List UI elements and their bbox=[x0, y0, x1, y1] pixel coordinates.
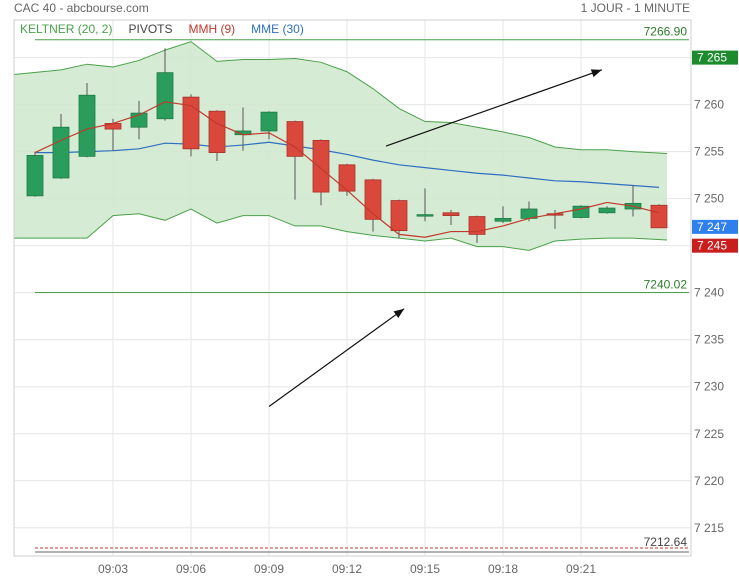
y-tick-label: 7 215 bbox=[694, 521, 724, 535]
mmh-polyline bbox=[34, 101, 660, 238]
candle bbox=[598, 206, 616, 214]
arrow-shaft bbox=[385, 69, 602, 147]
mme-line bbox=[35, 141, 660, 188]
price-tag-label: 7 247 bbox=[697, 220, 727, 234]
pivot-lines: 7266.90 7240.02 7212.64 bbox=[35, 25, 689, 553]
candle bbox=[416, 188, 434, 222]
price-tag: 7 245 bbox=[692, 238, 738, 253]
candle-body bbox=[494, 218, 512, 222]
arrow-shaft bbox=[268, 308, 405, 407]
candle bbox=[312, 139, 330, 206]
x-tick-label: 09:03 bbox=[98, 562, 128, 576]
pivot-label: 7266.90 bbox=[644, 25, 688, 39]
x-tick-label: 09:06 bbox=[176, 562, 206, 576]
candles bbox=[26, 48, 668, 243]
candle bbox=[182, 94, 200, 157]
y-tick-label: 7 235 bbox=[694, 333, 724, 347]
candle-body bbox=[208, 110, 226, 153]
candle-body bbox=[598, 207, 616, 214]
legend-item[interactable]: PIVOTS bbox=[128, 22, 172, 36]
legend[interactable]: KELTNER (20, 2) PIVOTS MMH (9) MME (30) bbox=[20, 22, 304, 36]
candle bbox=[650, 204, 668, 229]
price-tag-bg bbox=[692, 50, 738, 65]
pivot-label: 7212.64 bbox=[644, 535, 688, 549]
legend-item[interactable]: MMH (9) bbox=[189, 22, 236, 36]
candle bbox=[208, 110, 226, 162]
x-tick-label: 09:12 bbox=[332, 562, 362, 576]
y-tick-label: 7 250 bbox=[694, 192, 724, 206]
arrow-head bbox=[590, 69, 602, 78]
candle bbox=[572, 205, 590, 219]
y-tick-label: 7 225 bbox=[694, 427, 724, 441]
candle-body bbox=[182, 96, 200, 150]
x-tick-label: 09:18 bbox=[488, 562, 518, 576]
arrow-head bbox=[393, 308, 405, 318]
plot-frame bbox=[13, 19, 692, 557]
candle-body bbox=[338, 164, 356, 192]
keltner-lower-line bbox=[14, 208, 668, 251]
candle-body bbox=[26, 155, 44, 197]
candle bbox=[26, 151, 44, 197]
arrow bbox=[385, 69, 602, 147]
y-tick-label: 7 260 bbox=[694, 98, 724, 112]
legend-item[interactable]: KELTNER (20, 2) bbox=[20, 22, 112, 36]
candle bbox=[468, 215, 486, 243]
y-tick-label: 7 255 bbox=[694, 145, 724, 159]
price-tag-bg bbox=[692, 219, 738, 234]
price-tag-label: 7 265 bbox=[697, 51, 727, 65]
annotation-arrows bbox=[268, 69, 602, 407]
candle-body bbox=[78, 94, 96, 157]
mme-polyline bbox=[35, 141, 660, 188]
chart-title: CAC 40 - abcbourse.com bbox=[14, 1, 149, 15]
x-tick-label: 09:21 bbox=[566, 562, 596, 576]
price-tag: 7 247 bbox=[692, 219, 738, 234]
candle bbox=[494, 206, 512, 224]
keltner-fill bbox=[14, 41, 667, 251]
timeframe-label[interactable]: 1 JOUR - 1 MINUTE bbox=[580, 1, 690, 15]
legend-item[interactable]: MME (30) bbox=[251, 22, 304, 36]
y-tick-label: 7 230 bbox=[694, 380, 724, 394]
candle bbox=[52, 114, 70, 179]
candle-body bbox=[312, 139, 330, 193]
candle bbox=[78, 83, 96, 158]
price-tag: 7 265 bbox=[692, 50, 738, 65]
x-tick-label: 09:15 bbox=[410, 562, 440, 576]
candle-body bbox=[260, 111, 278, 132]
candle-body bbox=[572, 205, 590, 218]
candle-body bbox=[468, 216, 486, 235]
keltner-upper-line bbox=[13, 41, 668, 155]
candle bbox=[390, 199, 408, 239]
y-tick-label: 7 240 bbox=[694, 286, 724, 300]
candle-body bbox=[286, 121, 304, 157]
candle-body bbox=[156, 72, 174, 120]
price-tag-bg bbox=[692, 238, 738, 253]
candle-body bbox=[650, 204, 668, 229]
candle bbox=[338, 163, 356, 196]
candle-body bbox=[442, 212, 460, 216]
arrow bbox=[268, 308, 405, 407]
candle-body bbox=[52, 126, 70, 179]
y-tick-label: 7 220 bbox=[694, 474, 724, 488]
candle-body bbox=[390, 200, 408, 232]
price-tags: 7 265 7 247 7 245 bbox=[692, 50, 738, 253]
candle bbox=[260, 111, 278, 140]
candle bbox=[156, 48, 174, 121]
keltner-band bbox=[13, 41, 668, 251]
price-tag-label: 7 245 bbox=[697, 239, 727, 253]
pivot-label: 7240.02 bbox=[644, 278, 688, 292]
candle-body bbox=[416, 214, 434, 217]
mmh-line bbox=[34, 101, 660, 238]
candle bbox=[286, 120, 304, 200]
candle bbox=[442, 209, 460, 225]
x-tick-label: 09:09 bbox=[254, 562, 284, 576]
